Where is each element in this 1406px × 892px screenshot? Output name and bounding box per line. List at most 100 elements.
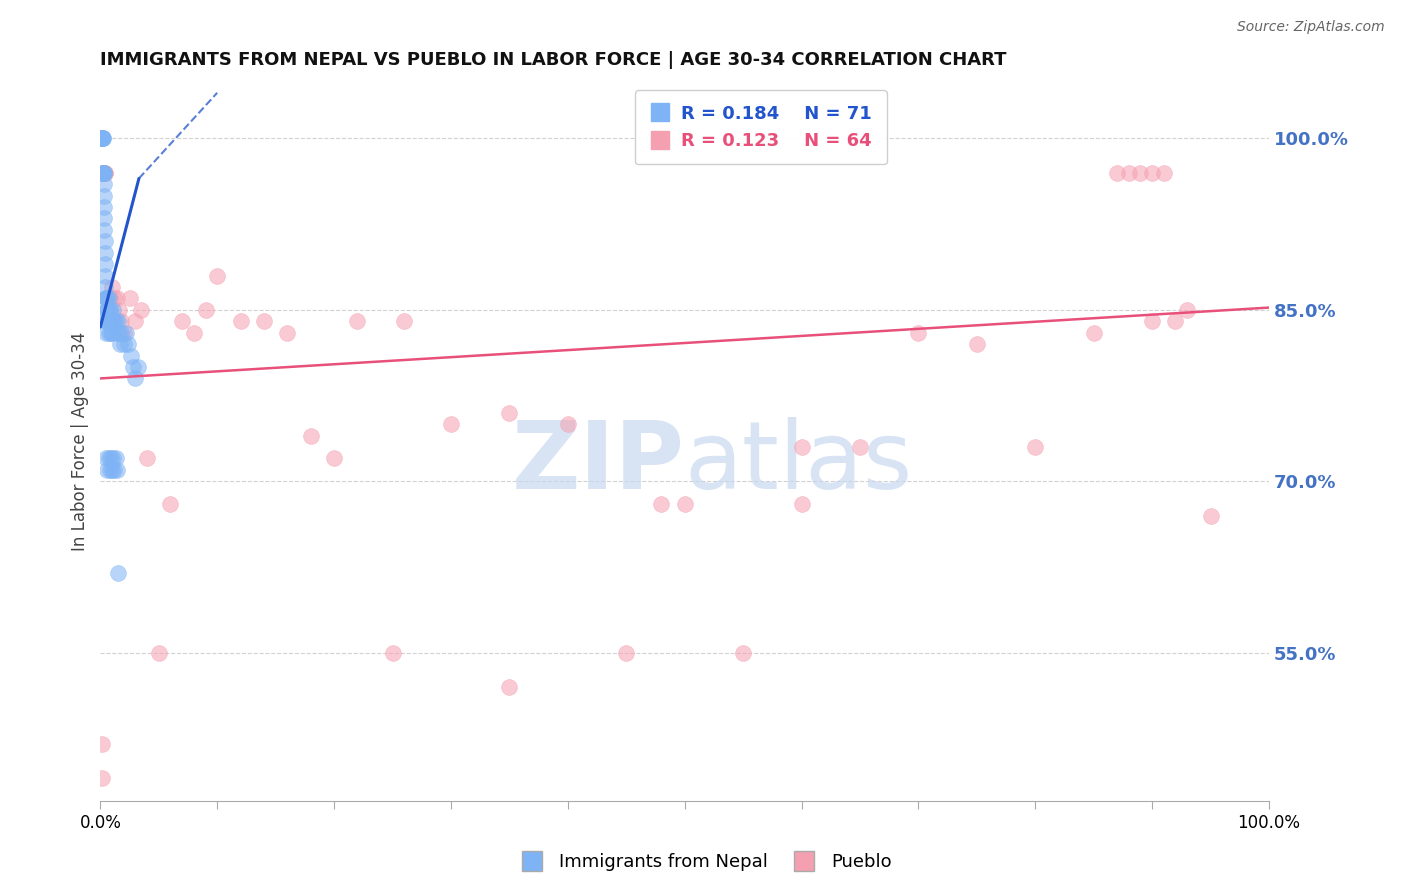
Point: [94, 235, 117, 249]
Point: [90, 131, 112, 145]
Point: [117, 337, 139, 351]
Point: [101, 463, 124, 477]
Point: [104, 451, 127, 466]
Point: [94, 166, 117, 180]
Point: [96, 292, 118, 306]
Point: [122, 359, 145, 374]
Point: [1129, 166, 1152, 180]
Point: [96, 292, 118, 306]
Point: [1118, 166, 1140, 180]
Point: [105, 463, 128, 477]
Point: [1153, 166, 1175, 180]
Point: [392, 314, 415, 328]
Point: [103, 314, 125, 328]
Point: [98, 314, 121, 328]
Point: [100, 314, 122, 328]
Point: [127, 359, 149, 374]
Point: [1199, 508, 1222, 523]
Point: [299, 428, 322, 442]
Point: [110, 314, 132, 328]
Point: [98, 292, 121, 306]
Point: [194, 302, 217, 317]
Point: [1024, 440, 1046, 454]
Point: [108, 302, 131, 317]
Point: [90, 737, 112, 751]
Y-axis label: In Labor Force | Age 30-34: In Labor Force | Age 30-34: [72, 332, 89, 551]
Point: [733, 646, 755, 660]
Point: [93, 166, 115, 180]
Point: [907, 326, 929, 340]
Point: [91, 166, 114, 180]
Point: [96, 326, 118, 340]
Legend: Immigrants from Nepal, Pueblo: Immigrants from Nepal, Pueblo: [506, 847, 900, 879]
Point: [96, 292, 118, 306]
Point: [229, 314, 252, 328]
Point: [96, 463, 118, 477]
Point: [557, 417, 579, 431]
Point: [1164, 314, 1187, 328]
Point: [91, 166, 114, 180]
Point: [124, 314, 146, 328]
Point: [93, 166, 115, 180]
Point: [97, 314, 120, 328]
Point: [118, 292, 141, 306]
Point: [94, 280, 117, 294]
Point: [100, 451, 122, 466]
Point: [96, 292, 118, 306]
Text: Source: ZipAtlas.com: Source: ZipAtlas.com: [1237, 20, 1385, 34]
Point: [103, 292, 125, 306]
Point: [1105, 166, 1128, 180]
Point: [103, 302, 125, 317]
Point: [93, 166, 115, 180]
Point: [98, 302, 121, 317]
Point: [124, 371, 146, 385]
Point: [91, 131, 114, 145]
Point: [96, 314, 118, 328]
Point: [790, 440, 813, 454]
Point: [103, 463, 125, 477]
Point: [1083, 326, 1105, 340]
Point: [93, 166, 115, 180]
Point: [91, 166, 114, 180]
Point: [90, 131, 112, 145]
Point: [101, 314, 124, 328]
Point: [323, 451, 346, 466]
Point: [1140, 314, 1163, 328]
Point: [129, 302, 152, 317]
Point: [100, 314, 122, 328]
Point: [93, 223, 115, 237]
Point: [94, 268, 117, 283]
Point: [104, 314, 127, 328]
Point: [94, 245, 117, 260]
Point: [91, 131, 114, 145]
Point: [93, 166, 115, 180]
Point: [96, 451, 118, 466]
Point: [101, 326, 124, 340]
Point: [96, 314, 118, 328]
Point: [93, 200, 115, 214]
Point: [91, 166, 114, 180]
Point: [91, 166, 114, 180]
Point: [110, 337, 132, 351]
Point: [93, 188, 115, 202]
Point: [105, 292, 128, 306]
Point: [148, 646, 170, 660]
Point: [98, 302, 121, 317]
Point: [120, 349, 142, 363]
Point: [159, 497, 181, 511]
Point: [110, 326, 132, 340]
Point: [97, 451, 120, 466]
Point: [1175, 302, 1198, 317]
Point: [90, 131, 112, 145]
Point: [94, 257, 117, 271]
Point: [91, 166, 114, 180]
Point: [96, 292, 118, 306]
Point: [381, 646, 404, 660]
Point: [97, 292, 120, 306]
Point: [100, 326, 122, 340]
Text: atlas: atlas: [685, 417, 912, 508]
Point: [93, 177, 115, 191]
Point: [440, 417, 463, 431]
Point: [673, 497, 696, 511]
Point: [91, 166, 114, 180]
